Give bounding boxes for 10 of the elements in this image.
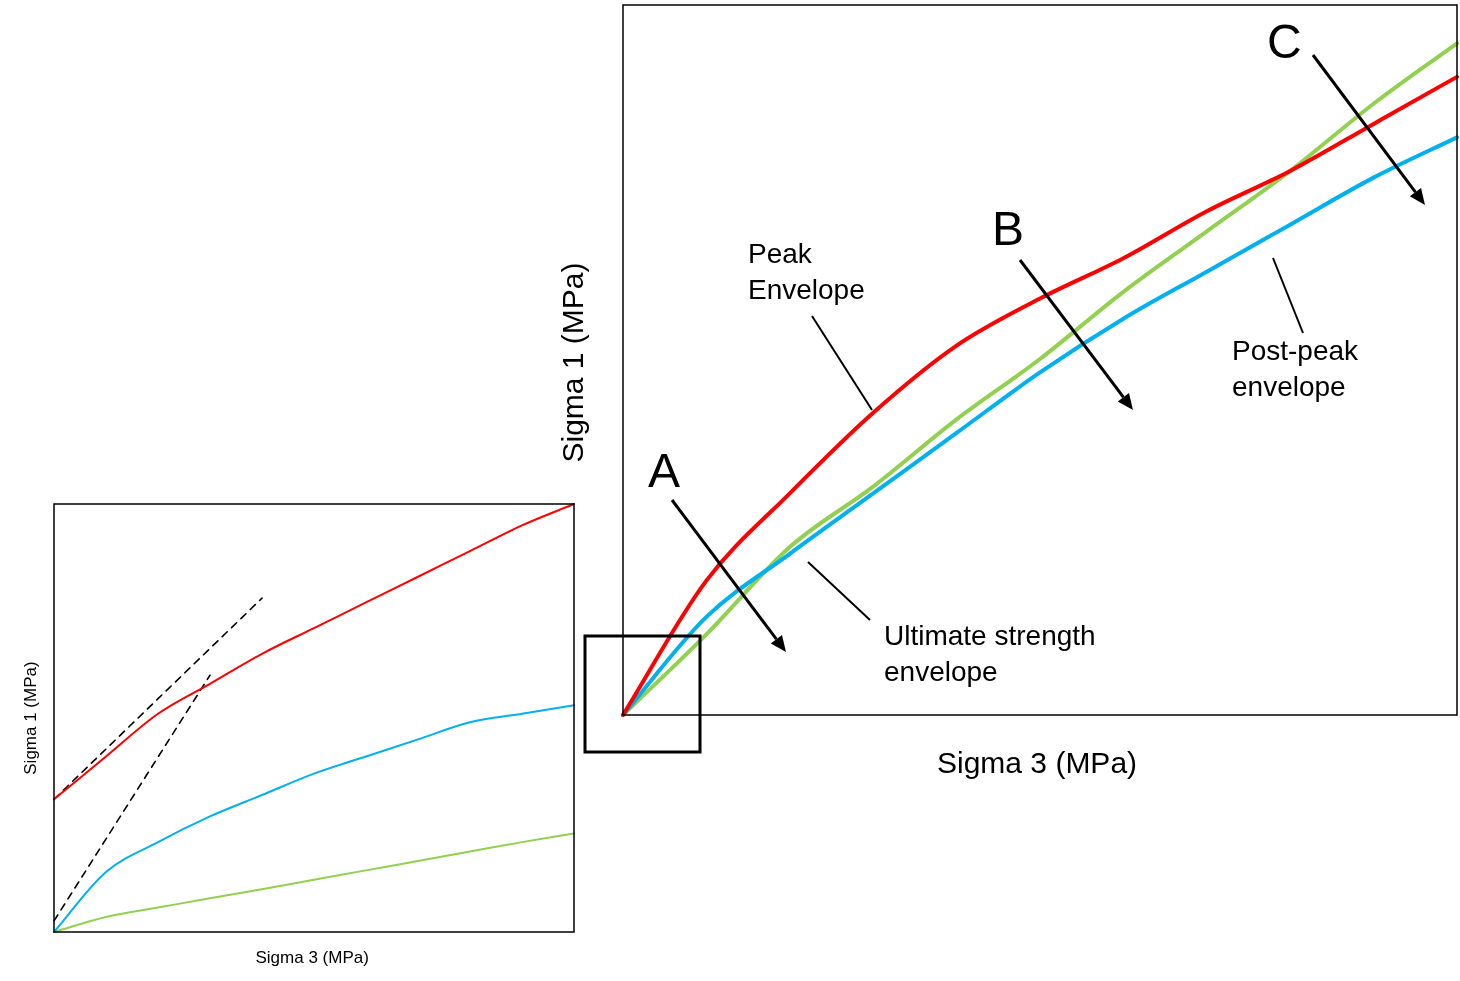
annotation: Post-peak envelope xyxy=(1232,334,1360,405)
x-axis-title: Sigma 3 (MPa) xyxy=(937,744,1138,781)
y-axis-title: Sigma 1 (MPa) xyxy=(554,261,590,463)
y-axis-title: Sigma 1 (MPa) xyxy=(19,661,41,775)
annotation: Peak Envelope xyxy=(748,237,866,308)
annotation: Ultimate strength envelope xyxy=(884,619,1097,690)
x-axis-title: Sigma 3 (MPa) xyxy=(255,947,369,969)
annotation: A xyxy=(648,443,681,499)
annotation: C xyxy=(1267,14,1303,70)
annotation: B xyxy=(992,201,1025,257)
